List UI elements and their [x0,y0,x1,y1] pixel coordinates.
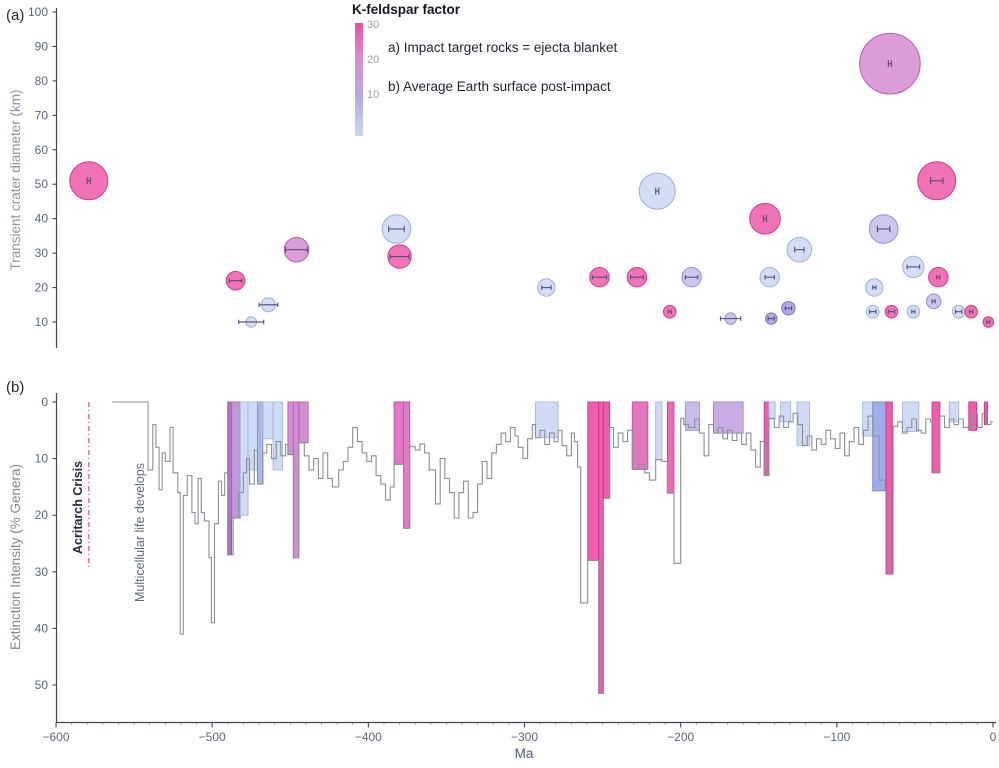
extinction-highlight-band [598,401,604,694]
extinction-highlight-band [901,401,920,432]
extinction-highlight-band [393,401,404,465]
extinction-highlight-band [403,401,411,529]
impact-event [638,172,676,210]
x-axis-tick-label: −500 [199,730,226,744]
extinction-highlight-band [763,401,770,477]
extinction-intensity-curve [112,401,993,695]
x-axis-tick-label: −100 [823,730,850,744]
x-axis-tick-label: −200 [667,730,694,744]
legend-title: K-feldspar factor [352,2,461,17]
impact-event [925,293,942,310]
panel-b-label: (b) [6,379,24,396]
impact-event [868,214,899,244]
extinction-highlight-band [768,401,776,420]
annotation-acritarch-crisis: Acritarch Crisis [71,461,85,554]
impact-event [387,244,412,269]
impact-event [906,304,921,319]
impact-event [662,304,677,319]
impact-bubbles-layer [69,32,995,328]
impact-event [749,202,781,235]
panel-a-y-tick-label: 40 [35,212,49,226]
impact-event [381,214,412,244]
impact-event [859,32,921,95]
extinction-highlight-band [684,401,700,431]
panel-a-y-tick-label: 20 [35,281,49,295]
extinction-highlight-band [631,401,649,470]
impact-event [238,316,265,328]
legend-item-a: a) Impact target rocks = ejecta blanket [388,40,618,55]
panel-a-y-tick-label: 50 [35,177,49,191]
extinction-highlight-band [272,401,283,471]
kfeldspar-legend: K-feldspar factor 30 20 10 a) Impact tar… [340,2,670,142]
panel-a-y-tick-label: 10 [35,315,49,329]
impact-event [626,267,648,288]
extinction-highlight-band [298,401,309,444]
x-axis-title: Ma [515,746,534,761]
extinction-highlight-band [534,401,559,439]
colorbar-tick-10: 10 [367,89,380,101]
impact-event [917,161,957,201]
colorbar-tick-30: 30 [367,19,380,31]
impact-event [681,267,702,288]
panel-a-y-tick-label: 100 [28,5,48,19]
impact-event [781,301,796,316]
panel-a-y-tick-label: 80 [35,74,49,88]
extinction-highlight-band [257,401,264,485]
impact-event [225,270,246,291]
panel-b-y-tick-label: 30 [35,565,49,579]
panel-b-y-tick-label: 20 [35,508,49,522]
impact-event [69,161,109,201]
extinction-highlight-band [666,401,675,494]
extinction-highlight-band [262,401,274,440]
panel-b-y-axis-title: Extinction Intensity (% Genera) [8,464,23,650]
x-axis-tick-label: −600 [42,730,69,744]
panel-b-y-tick-label: 40 [35,621,49,635]
panel-a-y-tick-label: 70 [35,108,49,122]
panel-b-y-tick-label: 50 [35,678,49,692]
impact-event [884,304,899,319]
impact-event [951,304,966,319]
extinction-highlight-band [587,401,600,561]
impact-event [719,312,742,325]
x-axis-tick-label: 0 [990,730,997,744]
extinction-curve-layer [112,401,993,695]
legend-item-b: b) Average Earth surface post-impact [388,79,611,94]
extinction-highlight-band [655,401,663,461]
impact-event [865,278,884,297]
extinction-highlight-band [602,401,611,499]
impact-event [765,312,778,325]
colorbar-gradient [355,23,363,136]
impact-event [786,236,813,263]
panel-a-y-tick-label: 90 [35,39,49,53]
panel-b-y-tick-label: 10 [35,452,49,466]
impact-event [537,278,556,297]
extinction-bands-layer [227,401,988,694]
panel-a-y-tick-label: 60 [35,143,49,157]
colorbar-tick-20: 20 [367,54,380,66]
x-axis-tick-label: −400 [355,730,382,744]
impact-event [759,267,780,288]
impact-event [865,304,880,319]
impact-event [928,267,949,288]
annotation-multicellular-life: Multicellular life develops [133,463,147,602]
x-axis-tick-label: −300 [511,730,538,744]
panel-b-y-tick-label: 0 [41,395,48,409]
extinction-highlight-band [292,401,300,559]
impact-event [589,267,610,288]
impact-event [964,304,978,319]
panel-a-label: (a) [6,7,24,24]
impact-event [902,255,925,279]
extinction-highlight-band [287,401,294,456]
impact-event [258,297,279,313]
impact-event [982,316,995,328]
extinction-highlight-band [780,401,792,423]
panel-a-y-tick-label: 30 [35,246,49,260]
impact-event [283,236,310,263]
panel-a-y-axis-title: Transient crater diameter (km) [8,89,23,270]
